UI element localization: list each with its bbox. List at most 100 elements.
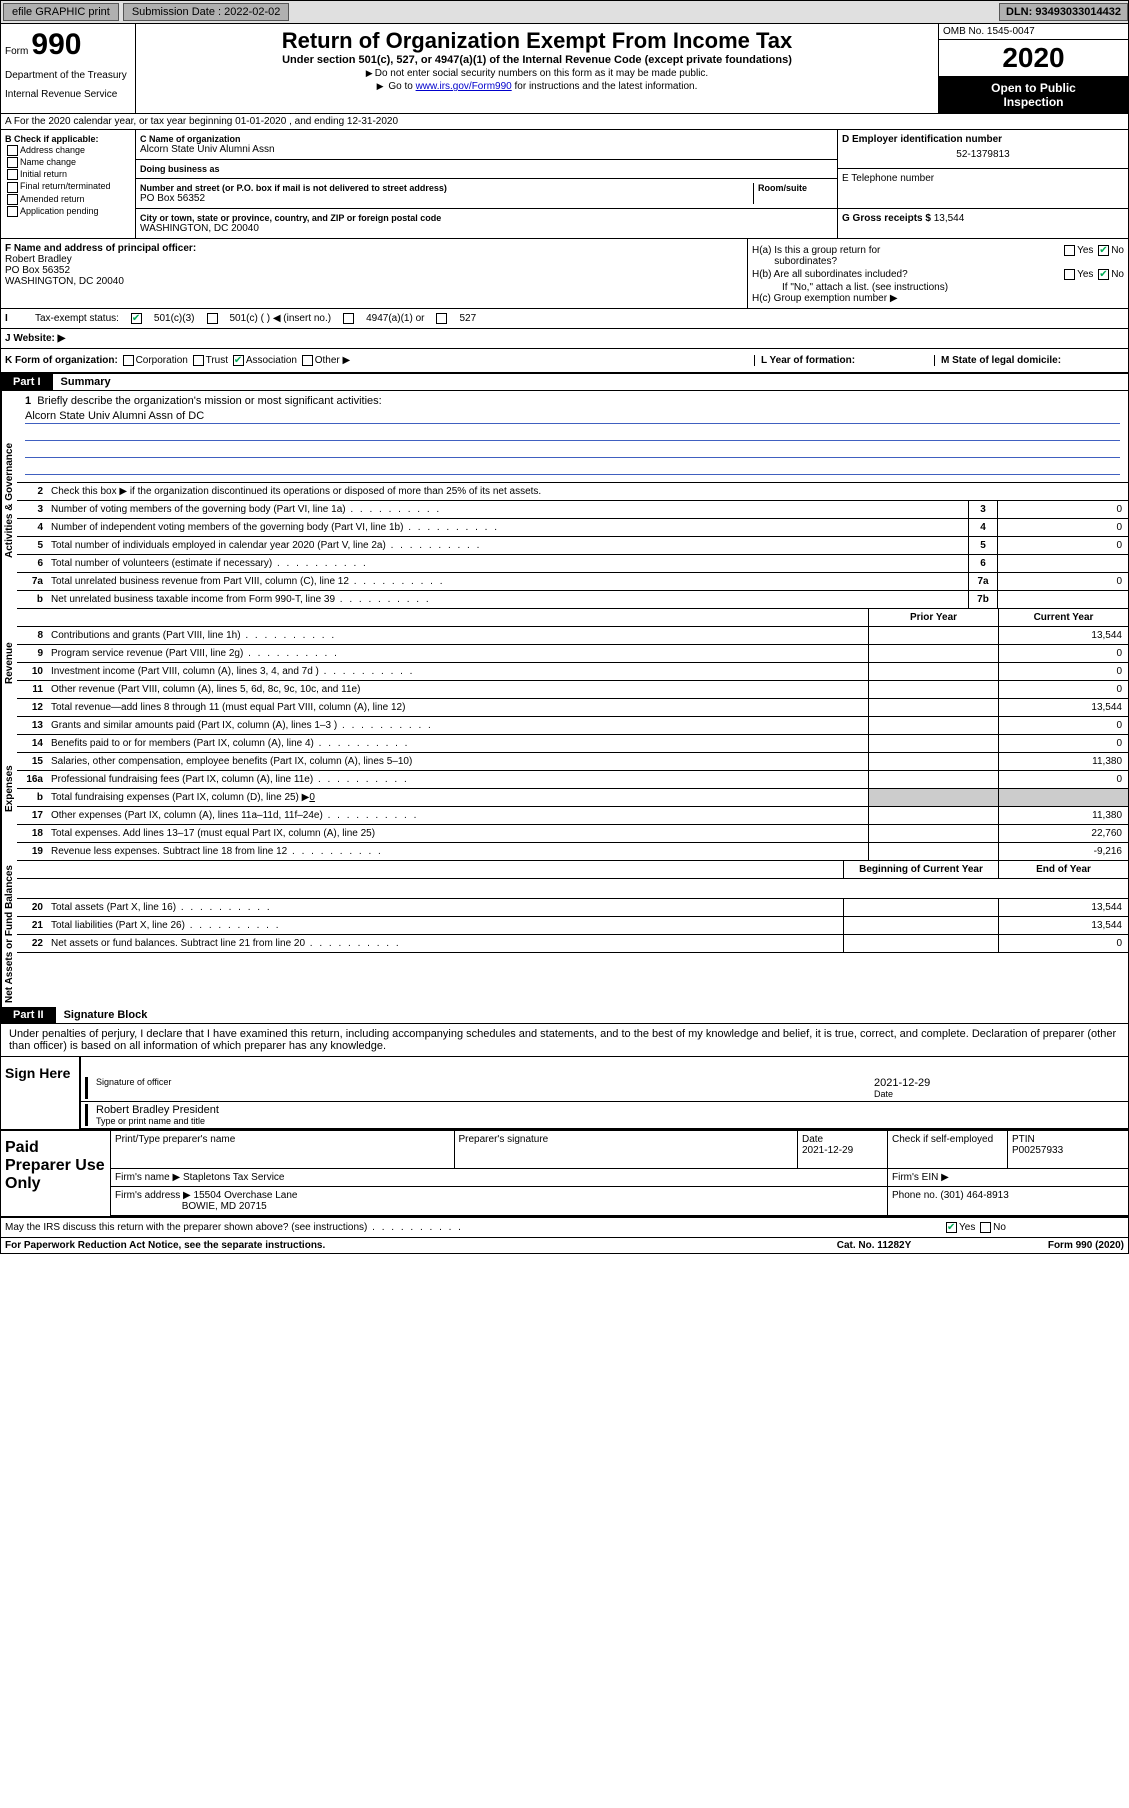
form-id-box: Form 990 Department of the Treasury Inte… bbox=[1, 24, 136, 113]
section-e: E Telephone number bbox=[838, 169, 1128, 209]
line17: 17Other expenses (Part IX, column (A), l… bbox=[17, 807, 1128, 825]
i-527-check[interactable] bbox=[436, 313, 447, 324]
i-o4: 527 bbox=[459, 313, 476, 324]
c-city-block: City or town, state or province, country… bbox=[136, 209, 837, 238]
org-name: Alcorn State Univ Alumni Assn bbox=[140, 144, 833, 155]
inspect-line2: Inspection bbox=[1003, 95, 1063, 109]
c-addr-block: Number and street (or P.O. box if mail i… bbox=[136, 179, 837, 209]
type-name-label: Type or print name and title bbox=[96, 1116, 1124, 1126]
discuss-row: May the IRS discuss this return with the… bbox=[1, 1216, 1128, 1237]
top-toolbar: efile GRAPHIC print Submission Date : 20… bbox=[1, 1, 1128, 24]
k-other-check[interactable] bbox=[302, 355, 313, 366]
part2-title: Signature Block bbox=[56, 1007, 156, 1023]
part1-title: Summary bbox=[53, 374, 119, 390]
b-opt-address[interactable]: Address change bbox=[5, 145, 131, 156]
footer-row: For Paperwork Reduction Act Notice, see … bbox=[1, 1237, 1128, 1253]
discuss-no: No bbox=[993, 1222, 1006, 1233]
part1-header: Part I Summary bbox=[1, 374, 1128, 391]
end-year-header: End of Year bbox=[998, 861, 1128, 878]
row-j: J Website: ▶ bbox=[1, 329, 1128, 349]
rev-col-headers: Prior Year Current Year bbox=[17, 609, 1128, 627]
paid-preparer-row: Paid Preparer Use Only Print/Type prepar… bbox=[1, 1129, 1128, 1216]
e-label: E Telephone number bbox=[842, 173, 1124, 184]
gross-receipts: 13,544 bbox=[934, 213, 965, 224]
line20: 20Total assets (Part X, line 16)13,544 bbox=[17, 899, 1128, 917]
b-opt-initial[interactable]: Initial return bbox=[5, 169, 131, 180]
line8: 8Contributions and grants (Part VIII, li… bbox=[17, 627, 1128, 645]
discuss-yes: Yes bbox=[959, 1222, 975, 1233]
form990-link[interactable]: www.irs.gov/Form990 bbox=[416, 81, 512, 92]
preparer-line2: Firm's name ▶ Stapletons Tax Service Fir… bbox=[111, 1169, 1128, 1187]
efile-print-button[interactable]: efile GRAPHIC print bbox=[3, 3, 119, 21]
begin-year-header: Beginning of Current Year bbox=[843, 861, 998, 878]
discuss-text: May the IRS discuss this return with the… bbox=[5, 1222, 944, 1233]
c-dba-label: Doing business as bbox=[140, 164, 833, 174]
discuss-yes-check[interactable] bbox=[946, 1222, 957, 1233]
section-b: B Check if applicable: Address change Na… bbox=[1, 130, 136, 238]
line13: 13Grants and similar amounts paid (Part … bbox=[17, 717, 1128, 735]
line14: 14Benefits paid to or for members (Part … bbox=[17, 735, 1128, 753]
h-c: H(c) Group exemption number ▶ bbox=[752, 293, 1124, 304]
b-opt-pending[interactable]: Application pending bbox=[5, 206, 131, 217]
org-address: PO Box 56352 bbox=[140, 193, 753, 204]
row-a-tax-year: A For the 2020 calendar year, or tax yea… bbox=[1, 114, 1128, 130]
sig-date: 2021-12-29 bbox=[874, 1077, 1124, 1089]
section-bcd: B Check if applicable: Address change Na… bbox=[1, 130, 1128, 239]
line1-mission: 1 Briefly describe the organization's mi… bbox=[17, 391, 1128, 483]
i-4947-check[interactable] bbox=[343, 313, 354, 324]
line11: 11Other revenue (Part VIII, column (A), … bbox=[17, 681, 1128, 699]
org-city: WASHINGTON, DC 20040 bbox=[140, 223, 833, 234]
row-i: I Tax-exempt status: 501(c)(3) 501(c) ( … bbox=[1, 309, 1128, 329]
part2-header: Part II Signature Block bbox=[1, 1007, 1128, 1024]
section-g: G Gross receipts $ 13,544 bbox=[838, 209, 1128, 228]
line6: 6Total number of volunteers (estimate if… bbox=[17, 555, 1128, 573]
k-assoc-check[interactable] bbox=[233, 355, 244, 366]
b-opt-amended[interactable]: Amended return bbox=[5, 194, 131, 205]
part1-revenue: Revenue Prior Year Current Year 8Contrib… bbox=[1, 609, 1128, 717]
dln-label: DLN: 93493033014432 bbox=[999, 3, 1128, 21]
h-a: H(a) Is this a group return for subordin… bbox=[752, 245, 1124, 267]
form-title: Return of Organization Exempt From Incom… bbox=[140, 28, 934, 54]
current-year-header: Current Year bbox=[998, 609, 1128, 626]
k-trust-check[interactable] bbox=[193, 355, 204, 366]
l-year: L Year of formation: bbox=[754, 355, 934, 366]
c-name-block: C Name of organization Alcorn State Univ… bbox=[136, 130, 837, 160]
discuss-no-check[interactable] bbox=[980, 1222, 991, 1233]
row-k: K Form of organization: Corporation Trus… bbox=[1, 349, 1128, 374]
part1-netassets: Net Assets or Fund Balances Beginning of… bbox=[1, 861, 1128, 1007]
line10: 10Investment income (Part VIII, column (… bbox=[17, 663, 1128, 681]
i-501c3-check[interactable] bbox=[131, 313, 142, 324]
sig-date-label: Date bbox=[874, 1089, 1124, 1099]
i-o3: 4947(a)(1) or bbox=[366, 313, 424, 324]
prior-year-header: Prior Year bbox=[868, 609, 998, 626]
b-opt-name[interactable]: Name change bbox=[5, 157, 131, 168]
part1-expenses: Expenses 13Grants and similar amounts pa… bbox=[1, 717, 1128, 861]
instr2-post: for instructions and the latest informat… bbox=[512, 81, 698, 92]
i-501c-check[interactable] bbox=[207, 313, 218, 324]
row-f-h: F Name and address of principal officer:… bbox=[1, 239, 1128, 309]
k-o1: Corporation bbox=[136, 355, 188, 366]
b-label: B Check if applicable: bbox=[5, 134, 131, 144]
line15: 15Salaries, other compensation, employee… bbox=[17, 753, 1128, 771]
line2: 2Check this box ▶ if the organization di… bbox=[17, 483, 1128, 501]
i-o2: 501(c) ( ) ◀ (insert no.) bbox=[230, 313, 332, 324]
h-b-note: If "No," attach a list. (see instruction… bbox=[752, 282, 1124, 293]
section-de: D Employer identification number 52-1379… bbox=[838, 130, 1128, 238]
g-label: G Gross receipts $ bbox=[842, 213, 931, 224]
c-dba-block: Doing business as bbox=[136, 160, 837, 179]
tax-year: 2020 bbox=[939, 40, 1128, 77]
sign-here-label: Sign Here bbox=[1, 1057, 81, 1129]
officer-name: Robert Bradley bbox=[5, 254, 743, 265]
k-corp-check[interactable] bbox=[123, 355, 134, 366]
b-opt-final[interactable]: Final return/terminated bbox=[5, 181, 131, 192]
na-col-headers: Beginning of Current Year End of Year bbox=[17, 861, 1128, 879]
cat-number: Cat. No. 11282Y bbox=[774, 1240, 974, 1251]
m-state: M State of legal domicile: bbox=[934, 355, 1124, 366]
preparer-line1: Print/Type preparer's name Preparer's si… bbox=[111, 1131, 1128, 1169]
d-label: D Employer identification number bbox=[842, 134, 1124, 145]
dept-irs: Internal Revenue Service bbox=[5, 89, 131, 100]
sig-officer-label: Signature of officer bbox=[96, 1077, 874, 1087]
section-c: C Name of organization Alcorn State Univ… bbox=[136, 130, 838, 238]
side-governance: Activities & Governance bbox=[1, 391, 17, 609]
form-subtitle: Under section 501(c), 527, or 4947(a)(1)… bbox=[140, 54, 934, 66]
